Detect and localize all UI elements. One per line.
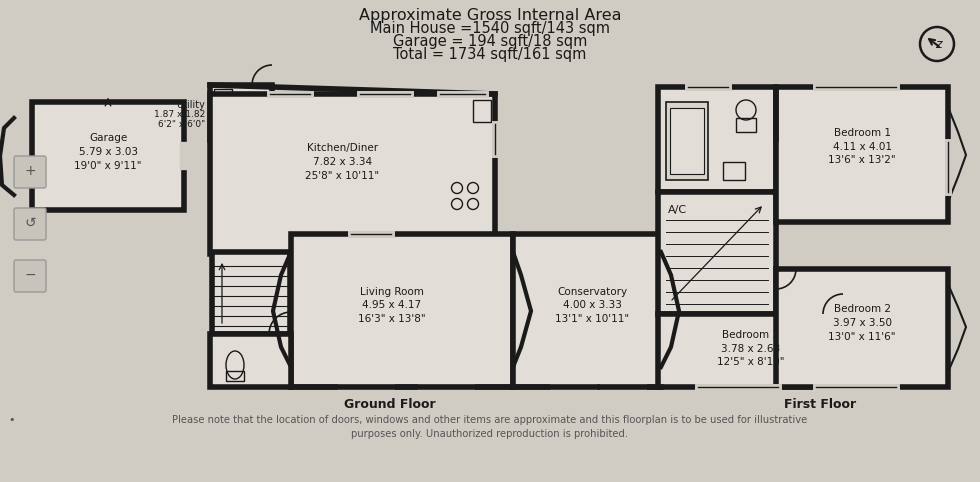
Text: 1.87 x 1.82: 1.87 x 1.82 (154, 110, 205, 119)
Bar (473, 100, 491, 122)
Bar (210, 85, 272, 140)
Text: Ground Floor: Ground Floor (344, 398, 436, 411)
Bar (776, 87, 948, 222)
Text: Conservatory
4.00 x 3.33
13'1" x 10'11": Conservatory 4.00 x 3.33 13'1" x 10'11" (555, 287, 629, 324)
Bar (214, 89, 232, 107)
Text: Approximate Gross Internal Area: Approximate Gross Internal Area (359, 8, 621, 23)
Bar (513, 234, 661, 387)
Bar (666, 102, 708, 180)
Text: A/C: A/C (668, 205, 687, 215)
Text: Utility: Utility (176, 99, 205, 109)
Bar (658, 87, 776, 192)
Text: z: z (935, 38, 941, 51)
Text: •: • (9, 415, 16, 425)
Text: Total = 1734 sqft/161 sqm: Total = 1734 sqft/161 sqm (393, 47, 587, 62)
Text: purposes only. Unauthorized reproduction is prohibited.: purposes only. Unauthorized reproduction… (352, 429, 628, 439)
FancyBboxPatch shape (14, 208, 46, 240)
Text: Main House =1540 sqft/143 sqm: Main House =1540 sqft/143 sqm (370, 21, 610, 36)
Text: 6'2" x 6'0": 6'2" x 6'0" (158, 120, 205, 129)
Text: Bedroom 2
3.97 x 3.50
13'0" x 11'6": Bedroom 2 3.97 x 3.50 13'0" x 11'6" (828, 305, 896, 342)
Text: Please note that the location of doors, windows and other items are approximate : Please note that the location of doors, … (172, 415, 808, 425)
Bar (291, 234, 513, 387)
Bar (723, 162, 745, 180)
Text: ↺: ↺ (24, 216, 36, 230)
Bar (212, 252, 290, 334)
Bar (658, 192, 776, 314)
Text: Living Room
4.95 x 4.17
16'3" x 13'8": Living Room 4.95 x 4.17 16'3" x 13'8" (358, 287, 426, 324)
Bar (226, 371, 244, 381)
Text: Bedroom 3
3.78 x 2.68
12'5" x 8'10": Bedroom 3 3.78 x 2.68 12'5" x 8'10" (716, 330, 784, 367)
Bar (210, 334, 291, 387)
Text: +: + (24, 164, 36, 178)
Text: Garage = 194 sqft/18 sqm: Garage = 194 sqft/18 sqm (393, 34, 587, 49)
Text: Bedroom 1
4.11 x 4.01
13'6" x 13'2": Bedroom 1 4.11 x 4.01 13'6" x 13'2" (828, 128, 896, 165)
Text: −: − (24, 268, 36, 282)
Bar (736, 118, 756, 132)
Bar (210, 94, 495, 254)
Bar (32, 102, 184, 210)
Bar (670, 108, 704, 174)
FancyBboxPatch shape (14, 156, 46, 188)
FancyBboxPatch shape (14, 260, 46, 292)
Text: Kitchen/Diner
7.82 x 3.34
25'8" x 10'11": Kitchen/Diner 7.82 x 3.34 25'8" x 10'11" (306, 144, 379, 181)
Bar (776, 269, 948, 387)
Text: Garage
5.79 x 3.03
19'0" x 9'11": Garage 5.79 x 3.03 19'0" x 9'11" (74, 134, 142, 171)
Text: First Floor: First Floor (784, 398, 857, 411)
Bar (658, 314, 843, 387)
